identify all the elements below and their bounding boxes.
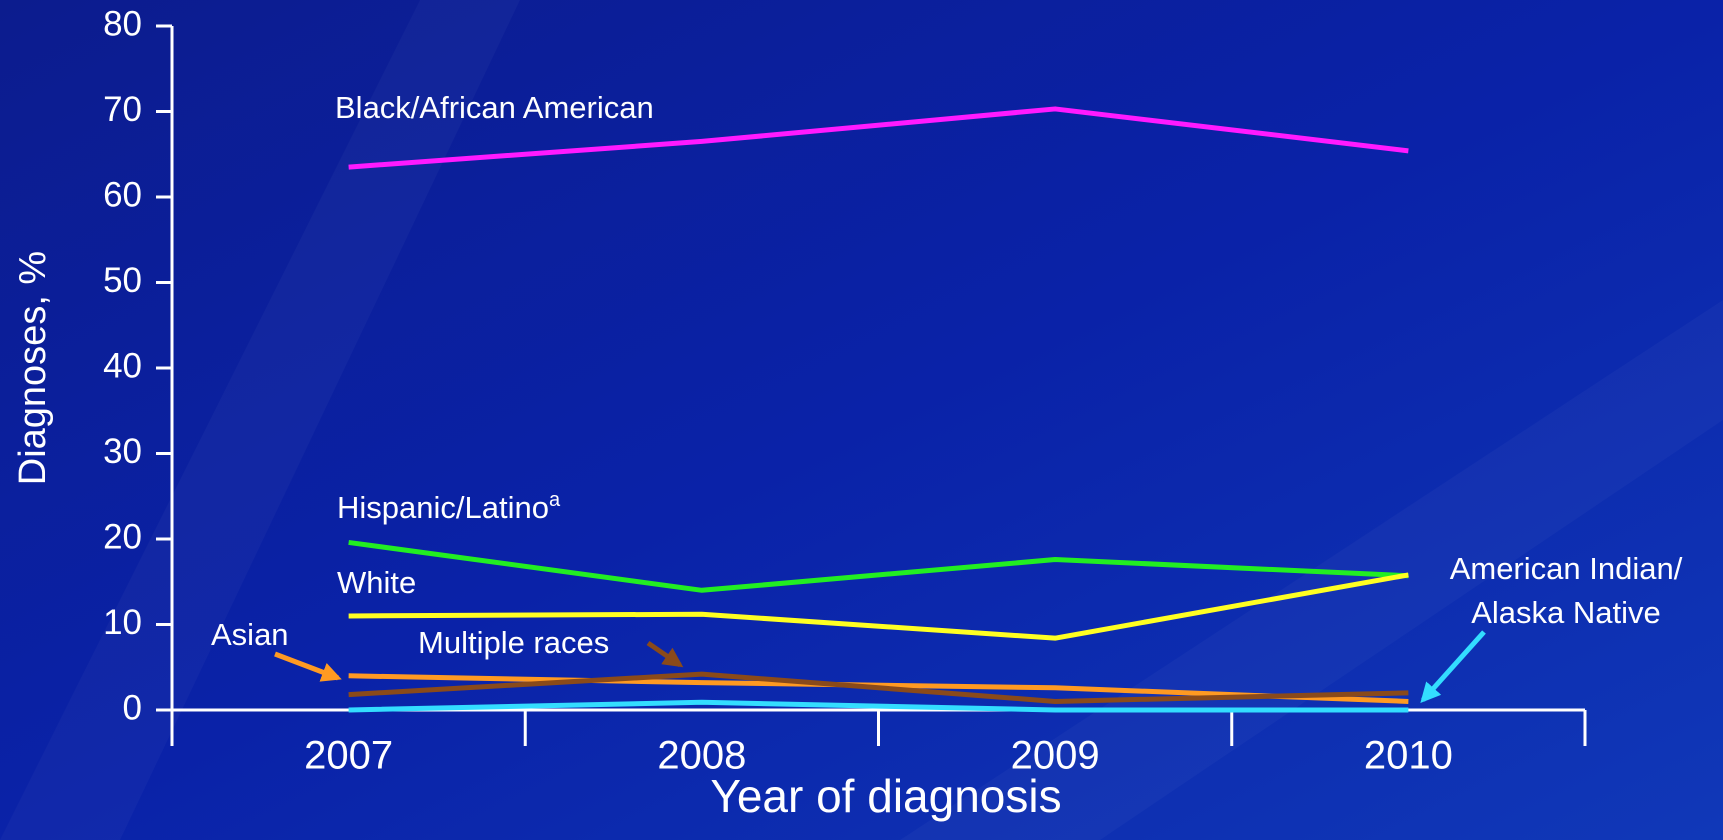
y-tick-label: 10 <box>103 603 142 642</box>
arrow <box>1420 630 1486 703</box>
arrows <box>274 630 1486 703</box>
series-label: American Indian/Alaska Native <box>1450 551 1683 630</box>
arrow <box>646 640 684 668</box>
series-line <box>348 673 1409 704</box>
x-axis-title: Year of diagnosis <box>710 770 1061 822</box>
series-label: Black/African American <box>335 90 654 125</box>
y-tick-label: 60 <box>103 175 142 214</box>
series-line <box>348 572 1409 641</box>
y-axis-title: Diagnoses, % <box>12 251 54 485</box>
y-tick-label: 80 <box>103 4 142 43</box>
series-name: White <box>337 565 416 600</box>
series-label: Asian <box>211 617 289 652</box>
series-line <box>348 699 1409 713</box>
y-tick-label: 40 <box>103 346 142 385</box>
x-tick-label: 2010 <box>1364 734 1453 778</box>
series-label: Multiple races <box>418 625 609 660</box>
footnote-marker: a <box>549 489 561 511</box>
y-tick-label: 20 <box>103 517 142 556</box>
x-tick-label: 2008 <box>657 734 746 778</box>
series-name: Multiple races <box>418 625 609 660</box>
series-name: Black/African American <box>335 90 654 125</box>
series-label: White <box>337 565 416 600</box>
x-tick-label: 2007 <box>304 734 393 778</box>
series-line <box>348 539 1409 593</box>
series-line <box>348 106 1409 170</box>
series-name: Asian <box>211 617 289 652</box>
arrow <box>274 651 342 682</box>
series-label: Hispanic/Latinoa <box>337 489 561 525</box>
y-tick-label: 50 <box>103 261 142 300</box>
series-line <box>348 671 1409 704</box>
y-tick-label: 30 <box>103 432 142 471</box>
y-tick-label: 0 <box>123 688 142 727</box>
x-tick-label: 2009 <box>1011 734 1100 778</box>
y-tick-label: 70 <box>103 90 142 129</box>
series-name: Hispanic/Latino <box>337 490 549 525</box>
